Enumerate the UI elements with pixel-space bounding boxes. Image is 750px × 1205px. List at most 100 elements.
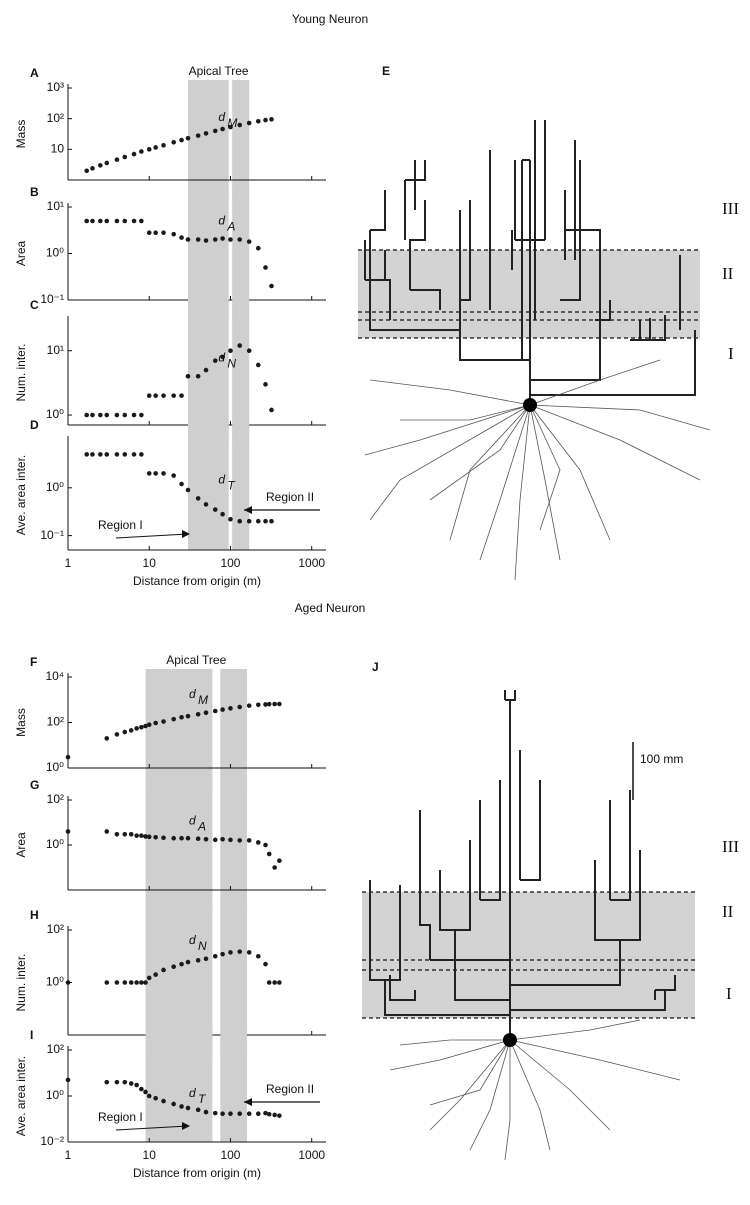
data-point: [153, 1095, 158, 1101]
y-tick-label: 10²: [47, 111, 64, 125]
data-point: [90, 412, 95, 418]
data-point: [122, 218, 128, 224]
y-tick-label: 10⁰: [46, 407, 64, 421]
data-point: [203, 956, 209, 962]
data-point: [114, 980, 120, 985]
data-point: [228, 124, 233, 130]
data-point: [139, 1086, 144, 1092]
data-point: [246, 518, 252, 524]
y-tick-label: 10⁰: [46, 480, 64, 494]
data-point: [139, 724, 144, 730]
y-axis-label: Mass: [14, 120, 28, 149]
data-point: [146, 722, 152, 728]
region-label: Region II: [266, 1082, 314, 1096]
annotation: d: [218, 110, 225, 124]
data-point: [237, 1111, 243, 1116]
data-point: [272, 701, 277, 707]
annotation: d: [189, 687, 196, 701]
data-point: [128, 980, 134, 985]
data-point: [203, 131, 209, 136]
data-point: [128, 831, 134, 837]
highlight-band: [232, 418, 250, 550]
region-label: I: [726, 984, 732, 1003]
x-tick-label: 1000: [298, 556, 325, 570]
data-point: [139, 980, 144, 985]
data-point: [134, 726, 139, 731]
data-point: [171, 231, 176, 237]
data-point: [237, 518, 243, 524]
subtitle: Apical Tree: [166, 653, 226, 667]
region-label: Region II: [266, 490, 314, 504]
data-point: [153, 972, 158, 977]
y-axis-label: Ave. area inter.: [14, 455, 28, 536]
data-point: [171, 393, 176, 398]
data-point: [212, 507, 218, 512]
x-tick-label: 1: [65, 1148, 72, 1162]
data-point: [255, 840, 261, 845]
data-point: [185, 487, 191, 493]
data-point: [161, 143, 166, 148]
y-tick-label: 10²: [47, 922, 64, 936]
region-arrow: [115, 533, 189, 539]
highlight-band: [232, 185, 250, 322]
annotation-subscript: A: [197, 819, 206, 833]
panel-label: B: [30, 185, 39, 199]
data-point: [179, 835, 184, 841]
data-point: [104, 412, 110, 418]
data-point: [246, 703, 252, 708]
data-point: [90, 166, 95, 171]
data-point: [114, 831, 120, 837]
data-point: [228, 837, 233, 843]
data-point: [195, 711, 201, 717]
aged-neuron-drawing: [362, 690, 695, 1161]
data-point: [185, 1105, 191, 1111]
data-point: [212, 237, 218, 242]
data-point: [246, 348, 252, 353]
data-point: [171, 1101, 176, 1107]
region-arrow: [115, 1125, 189, 1131]
data-point: [185, 959, 191, 965]
data-point: [153, 834, 158, 840]
data-point: [237, 237, 243, 242]
data-point: [246, 838, 252, 843]
section-title: Aged Neuron: [295, 601, 366, 615]
highlight-band: [232, 80, 250, 202]
data-point: [139, 218, 144, 224]
x-tick-label: 10: [143, 556, 157, 570]
data-point: [134, 1082, 139, 1088]
data-point: [114, 732, 120, 737]
data-point: [131, 151, 137, 157]
data-point: [266, 701, 272, 707]
data-point: [171, 716, 176, 722]
data-point: [139, 149, 144, 154]
y-tick-label: 10⁰: [46, 760, 64, 774]
data-point: [263, 518, 268, 524]
data-point: [179, 137, 184, 143]
data-point: [212, 358, 218, 363]
data-point: [228, 348, 233, 353]
data-point: [269, 407, 274, 413]
data-point: [237, 949, 243, 954]
x-axis-label: Distance from origin (m): [133, 1166, 261, 1180]
data-point: [220, 1111, 225, 1116]
data-point: [114, 452, 120, 457]
chart-panel: 10⁻¹ 10⁰ 10¹ Area Bd A: [14, 185, 326, 322]
data-point: [122, 452, 128, 457]
data-point: [104, 829, 110, 834]
data-point: [277, 980, 282, 985]
data-point: [143, 980, 148, 985]
data-point: [195, 958, 201, 963]
data-point: [122, 154, 128, 160]
y-tick-label: 10²: [47, 1042, 64, 1056]
y-tick-label: 10⁻¹: [40, 292, 64, 306]
data-point: [104, 160, 110, 166]
x-tick-label: 100: [220, 556, 240, 570]
data-point: [228, 950, 233, 955]
highlight-band: [187, 80, 229, 202]
data-point: [195, 133, 201, 138]
annotation-subscript: M: [198, 693, 208, 707]
data-point: [104, 1079, 110, 1085]
data-point: [237, 704, 243, 710]
data-point: [171, 964, 176, 969]
